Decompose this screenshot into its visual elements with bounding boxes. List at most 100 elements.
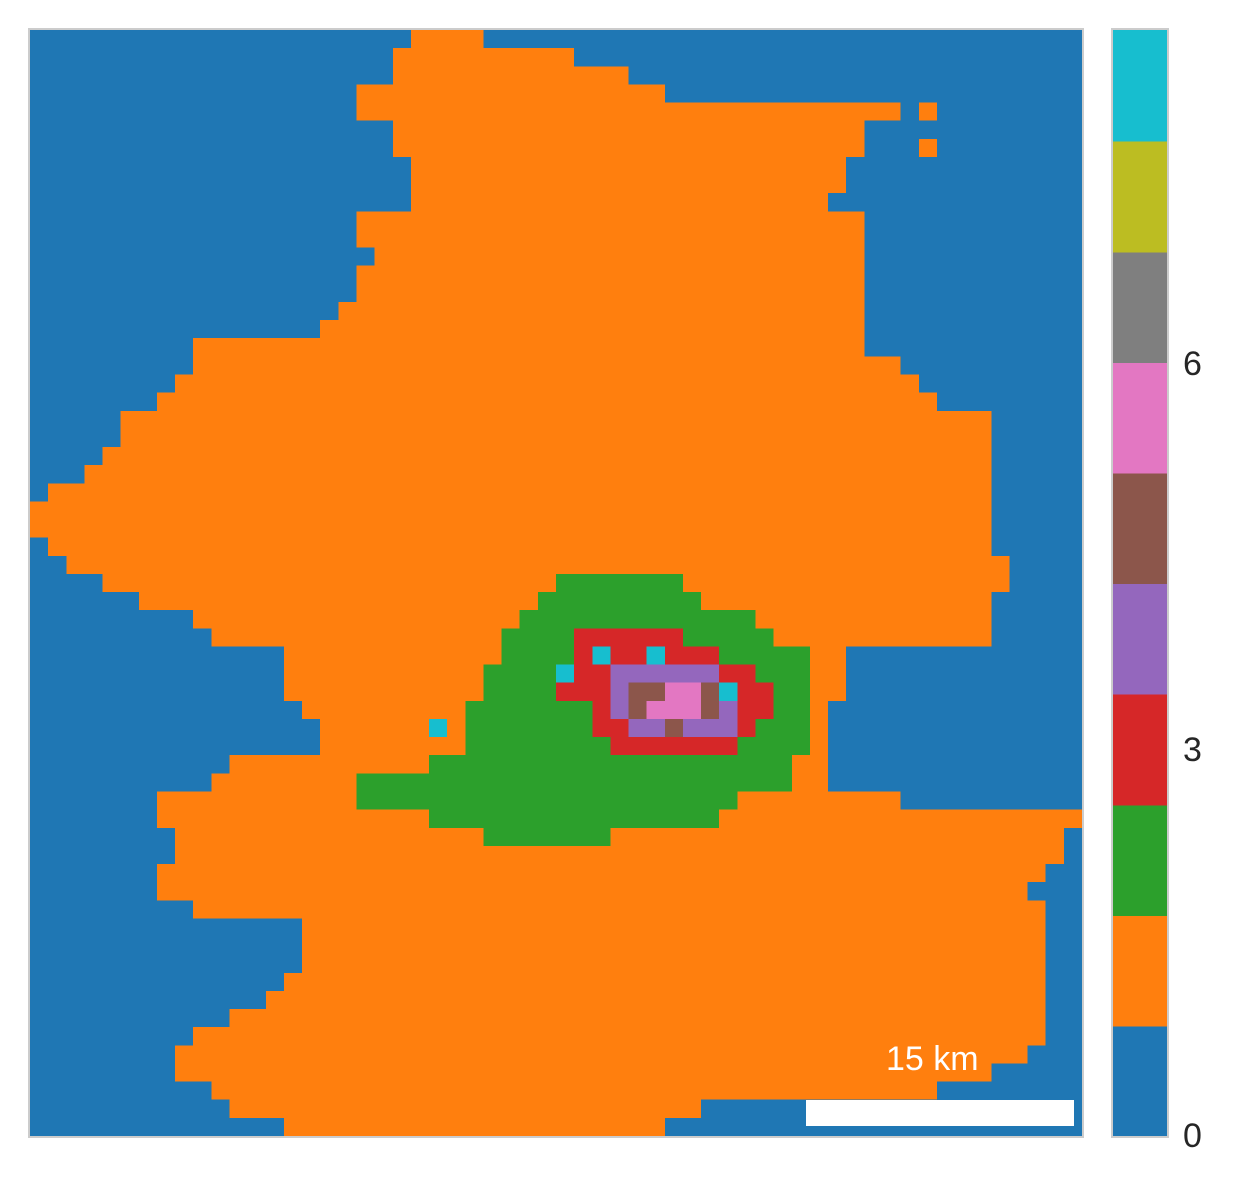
map-cell-run	[410, 193, 829, 212]
map-cell-run	[991, 610, 1082, 629]
map-cell-run	[900, 791, 1082, 811]
map-cell-run	[574, 664, 611, 684]
map-cell-run	[755, 610, 992, 629]
map-cell-run	[392, 138, 865, 158]
map-cell-run	[809, 700, 829, 720]
map-cell-run	[719, 646, 810, 665]
map-cell-run	[737, 791, 901, 811]
map-cell-run	[1045, 972, 1082, 992]
map-cell-run	[846, 156, 1082, 176]
map-cell-run	[864, 211, 1082, 230]
colorbar-band	[1113, 361, 1167, 474]
map-cell-run	[610, 827, 1064, 847]
map-cell-run	[156, 864, 1046, 883]
map-cell-run	[30, 320, 321, 339]
map-cell-run	[719, 664, 756, 684]
map-cell-run	[30, 700, 303, 720]
map-cell-run	[936, 1081, 1082, 1101]
map-cell-run	[918, 138, 937, 158]
map-cell-run	[410, 175, 847, 194]
map-cell-run	[755, 664, 810, 684]
map-cell-run	[864, 247, 1082, 267]
colorbar-band	[1113, 914, 1167, 1027]
map-cell-run	[574, 646, 593, 665]
map-cell-run	[30, 1045, 176, 1064]
map-cell-run	[356, 791, 738, 811]
map-cell-run	[664, 646, 720, 665]
map-cell-run	[30, 1117, 284, 1136]
map-cell-run	[429, 809, 720, 829]
map-cell-run	[1045, 900, 1082, 919]
map-cell-run	[991, 537, 1082, 557]
map-cell-run	[30, 356, 194, 375]
map-cell-run	[846, 682, 1082, 702]
map-cell-run	[356, 102, 901, 122]
map-cell-run	[283, 646, 502, 665]
map-cell-run	[773, 700, 810, 720]
map-cell-run	[302, 954, 1046, 974]
map-cell-run	[483, 827, 611, 847]
map-cell-run	[1045, 1009, 1082, 1028]
map-cell-run	[828, 193, 1082, 212]
map-cell-run	[1027, 882, 1082, 901]
map-cell-run	[701, 682, 720, 702]
map-cell-run	[701, 700, 720, 720]
map-cell-run	[737, 700, 774, 720]
map-cell-run	[175, 1063, 992, 1082]
map-cell-run	[918, 102, 937, 122]
map-cell-run	[138, 592, 538, 611]
map-cell-run	[211, 773, 357, 792]
map-cell-run	[737, 682, 774, 702]
map-cell-run	[356, 229, 865, 248]
map-cell-run	[501, 628, 575, 647]
map-cell-run	[719, 809, 1082, 829]
map-cell-run	[30, 646, 284, 665]
map-cell-run	[846, 175, 1082, 194]
map-cell-run	[864, 283, 1082, 303]
map-cell-run	[991, 628, 1082, 647]
map-cell-run	[193, 338, 865, 357]
colorbar-band	[1113, 693, 1167, 806]
map-cell-run	[283, 682, 484, 702]
map-cell-run	[156, 882, 1028, 901]
map-cell-run	[719, 700, 738, 720]
map-cell-run	[610, 646, 647, 665]
map-cell-run	[193, 356, 901, 375]
map-cell-run	[610, 664, 720, 684]
map-cell-run	[1045, 864, 1082, 883]
map-cell-run	[809, 718, 829, 738]
map-cell-run	[483, 682, 556, 702]
map-cell-run	[30, 990, 266, 1010]
map-cell-run	[682, 573, 1010, 593]
map-cell-run	[918, 374, 1082, 393]
map-cell-run	[156, 809, 430, 829]
map-cell-run	[30, 900, 194, 919]
map-cell-run	[392, 120, 865, 140]
map-cell-run	[791, 755, 829, 774]
map-cell-run	[338, 301, 865, 321]
map-cell-run	[175, 845, 1064, 865]
map-cell-run	[102, 447, 992, 466]
map-cell-run	[501, 646, 575, 665]
map-cell-run	[737, 737, 810, 756]
map-cell-run	[1045, 936, 1082, 956]
map-cell-run	[574, 48, 1082, 67]
map-cell-run	[864, 229, 1082, 248]
map-cell-run	[828, 773, 1082, 792]
map-cell-run	[30, 338, 194, 357]
map-cell-run	[30, 175, 411, 194]
map-cell-run	[1045, 990, 1082, 1010]
map-cell-run	[30, 501, 992, 520]
map-cell-run	[519, 610, 756, 629]
map-cell-run	[429, 755, 792, 774]
map-cell-run	[102, 573, 556, 593]
map-cell-run	[991, 410, 1082, 430]
map-cell-run	[265, 990, 1046, 1010]
map-cell-run	[664, 682, 702, 702]
map-cell-run	[936, 392, 1082, 412]
map-cell-run	[175, 1045, 1028, 1064]
map-cell-run	[1063, 827, 1082, 847]
map-cell-run	[755, 718, 810, 738]
map-cell-run	[30, 1063, 176, 1082]
map-cell-run	[537, 592, 702, 611]
